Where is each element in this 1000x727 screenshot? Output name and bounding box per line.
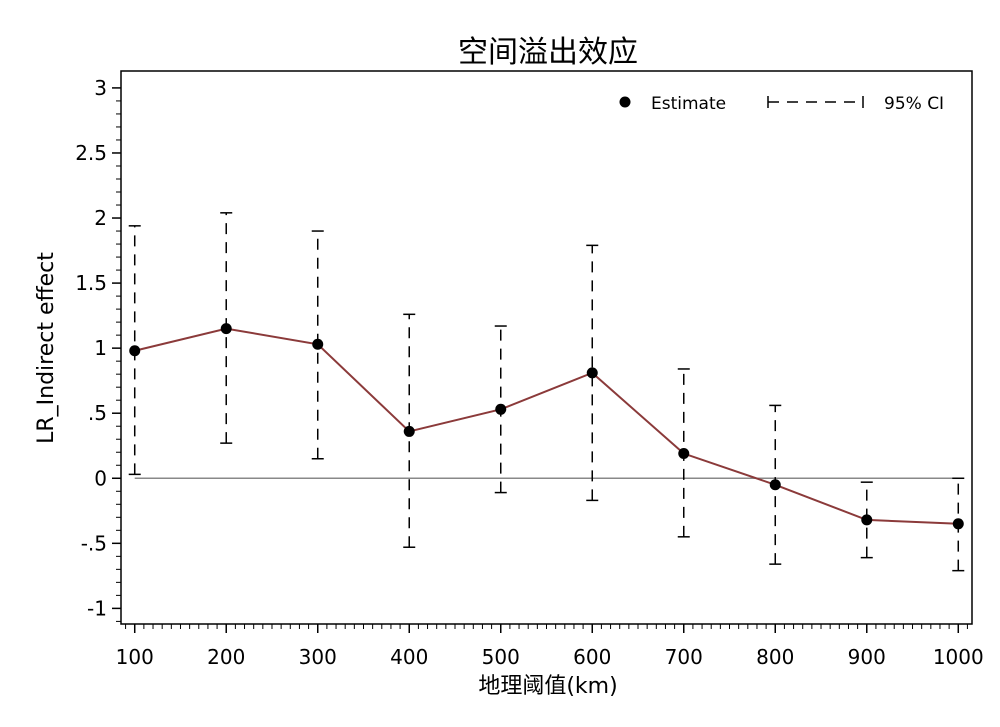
estimate-point [403,425,415,437]
estimate-points [129,323,964,530]
y-axis: -1 -.5 0 .5 1 1.5 2 2.5 3 [75,76,121,622]
estimate-point [129,345,141,357]
y-tick-label: 2 [94,206,107,230]
estimate-point [220,323,232,335]
y-tick-label: 1.5 [75,271,107,295]
estimate-point [495,403,507,415]
y-tick-label: 0 [94,466,107,490]
estimate-point [678,448,690,460]
x-tick-label: 1000 [933,645,984,669]
chart-title: 空间溢出效应 [458,35,638,70]
x-tick-label: 800 [756,645,794,669]
y-tick-label: 1 [94,336,107,360]
estimate-point [586,367,598,379]
legend: Estimate 95% CI [619,94,944,114]
x-tick-label: 600 [573,645,611,669]
x-tick-label: 200 [207,645,245,669]
legend-estimate-marker [619,96,631,108]
x-tick-label: 500 [482,645,520,669]
y-axis-title: LR_Indirect effect [34,252,59,444]
estimate-point [769,479,781,491]
estimate-point [952,518,964,530]
y-tick-label: 3 [94,76,107,100]
x-tick-label: 100 [116,645,154,669]
y-tick-label: 2.5 [75,141,107,165]
x-axis: 100 200 300 400 500 600 700 800 900 1000 [116,624,984,669]
x-axis-title: 地理阈值(km) [478,674,617,699]
x-tick-label: 700 [665,645,703,669]
legend-estimate-label: Estimate [651,94,726,114]
x-tick-label: 300 [299,645,337,669]
x-tick-label: 900 [848,645,886,669]
x-tick-label: 400 [390,645,428,669]
y-tick-label: .5 [88,401,107,425]
legend-ci-label: 95% CI [884,94,944,114]
y-tick-label: -.5 [81,531,107,555]
plot-frame [120,70,973,625]
estimate-point [312,338,324,350]
estimate-series-line [134,327,959,525]
y-tick-label: -1 [87,596,107,620]
estimate-point [861,514,873,526]
